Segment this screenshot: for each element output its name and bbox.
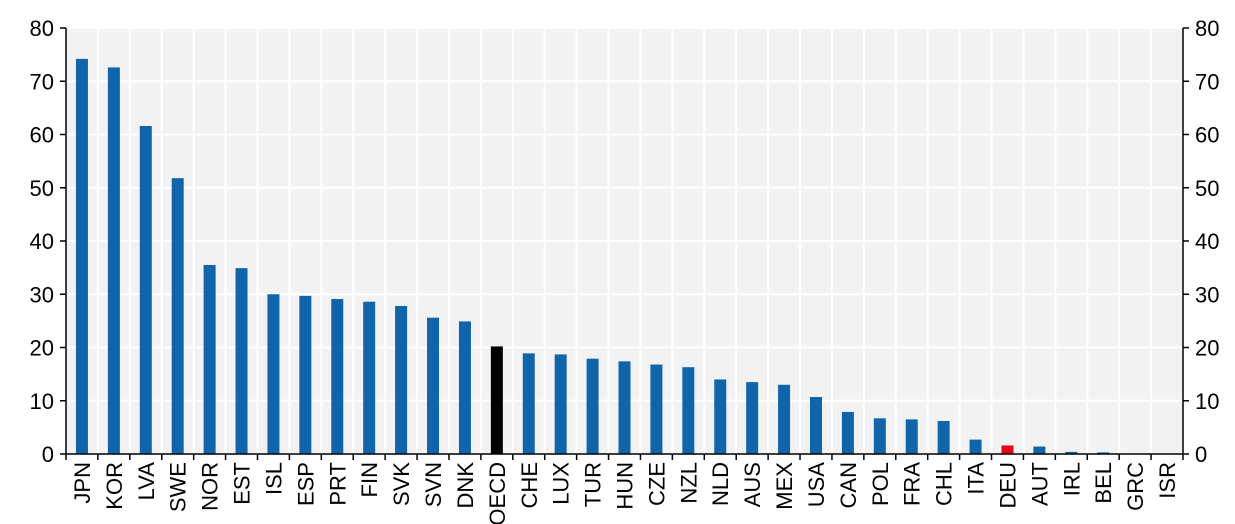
gridlines [66, 27, 1183, 454]
bar-jpn [75, 58, 88, 454]
x-tick-label: BEL [1091, 462, 1116, 504]
bar-can [841, 411, 854, 454]
bar-aus [746, 382, 759, 454]
bar-nld [714, 379, 727, 454]
y-tick-label-left: 30 [30, 282, 54, 307]
bar-est [235, 268, 248, 454]
y-tick-label-right: 50 [1195, 176, 1219, 201]
bar-tur [586, 358, 599, 454]
y-tick-label-right: 20 [1195, 336, 1219, 361]
bar-nor [203, 264, 216, 454]
x-tick-label: IRL [1059, 462, 1084, 496]
y-tick-label-right: 10 [1195, 389, 1219, 414]
bar-svn [427, 317, 440, 454]
bar-irl [1065, 451, 1078, 454]
x-tick-label: ITA [964, 462, 989, 495]
x-tick-label: NZL [676, 462, 701, 504]
bar-deu [1001, 445, 1014, 454]
x-tick-label: CHE [517, 462, 542, 508]
x-tick-label: EST [230, 462, 255, 505]
x-tick-label: DNK [453, 462, 478, 509]
y-tick-label-left: 10 [30, 389, 54, 414]
y-tick-label-left: 70 [30, 69, 54, 94]
bar-che [522, 353, 535, 454]
bar-fra [905, 419, 918, 454]
bar-bel [1097, 452, 1110, 454]
x-tick-label: KOR [102, 462, 127, 510]
y-tick-label-left: 60 [30, 123, 54, 148]
x-tick-label: NOR [198, 462, 223, 511]
bar-pol [873, 418, 886, 454]
x-tick-label: USA [804, 462, 829, 508]
y-tick-label-right: 80 [1195, 16, 1219, 41]
x-tick-label: AUT [1027, 462, 1052, 506]
y-tick-label-left: 50 [30, 176, 54, 201]
bar-cze [650, 364, 663, 454]
y-axis-left-labels: 0 10 20 30 40 50 60 70 80 [30, 16, 54, 467]
bar-ita [969, 439, 982, 454]
x-tick-label: PRT [325, 462, 350, 506]
y-tick-label-right: 0 [1195, 442, 1207, 467]
x-axis-labels: JPN KOR LVA SWE NOR EST ISL ESP PRT FIN SVK SVN DNK O… [70, 462, 1180, 524]
y-tick-label-left: 20 [30, 336, 54, 361]
bar-fin [363, 301, 376, 454]
bar-oecd [490, 346, 503, 454]
x-tick-label: SVN [421, 462, 446, 507]
axes [60, 27, 1189, 460]
x-tick-label: NLD [708, 462, 733, 506]
y-axis-right-labels: 0 10 20 30 40 50 60 70 80 [1195, 16, 1219, 467]
x-tick-label: ISL [261, 462, 286, 495]
x-tick-label: LUX [549, 462, 574, 505]
x-tick-label: TUR [581, 462, 606, 507]
bar-kor [107, 67, 120, 454]
y-tick-label-right: 70 [1195, 69, 1219, 94]
x-tick-label: SVK [389, 462, 414, 506]
y-tick-label-right: 40 [1195, 229, 1219, 254]
bar-nzl [682, 367, 695, 454]
x-tick-label: ISR [1155, 462, 1180, 499]
y-tick-label-left: 40 [30, 229, 54, 254]
x-tick-label: ESP [293, 462, 318, 506]
x-tick-label: DEU [995, 462, 1020, 508]
x-tick-label: HUN [613, 462, 638, 510]
bar-lva [139, 125, 152, 454]
x-tick-label: FIN [357, 462, 382, 497]
bar-svk [395, 305, 408, 454]
x-tick-label: MEX [772, 462, 797, 510]
x-tick-label: FRA [900, 462, 925, 506]
x-tick-label: LVA [134, 462, 159, 501]
x-tick-label: CHL [932, 462, 957, 506]
x-tick-label: GRC [1123, 462, 1148, 511]
x-tick-label: CZE [644, 462, 669, 506]
bars [75, 58, 1110, 455]
x-tick-label: OECD [485, 462, 510, 524]
bar-chl [937, 420, 950, 454]
x-tick-label: POL [868, 462, 893, 506]
x-tick-label: AUS [740, 462, 765, 507]
x-tick-label: JPN [70, 462, 95, 504]
bar-usa [809, 397, 822, 454]
bar-mex [778, 384, 791, 454]
bar-aut [1033, 446, 1046, 454]
x-tick-label: CAN [836, 462, 861, 508]
y-tick-label-left: 0 [42, 442, 54, 467]
bar-lux [554, 354, 567, 454]
bar-prt [331, 299, 344, 454]
x-tick-label: SWE [166, 462, 191, 512]
y-tick-label-right: 30 [1195, 282, 1219, 307]
bar-isl [267, 294, 280, 454]
bar-swe [171, 178, 184, 455]
bar-hun [618, 361, 631, 454]
bar-esp [299, 295, 312, 454]
y-tick-label-left: 80 [30, 16, 54, 41]
y-tick-label-right: 60 [1195, 123, 1219, 148]
bar-dnk [458, 321, 471, 454]
